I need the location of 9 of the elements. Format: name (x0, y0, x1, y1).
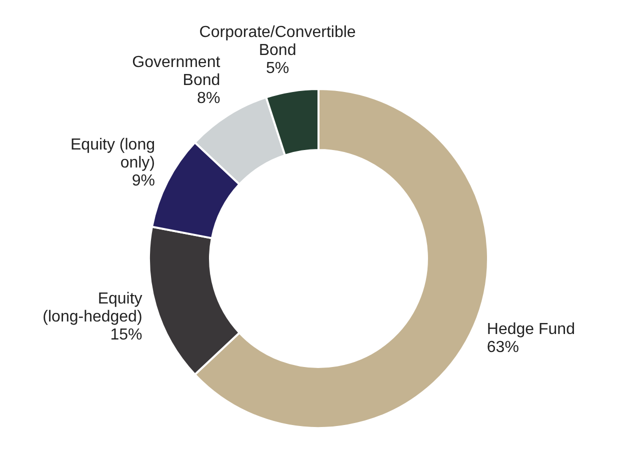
data-label: 8% (197, 90, 220, 108)
data-label: 5% (266, 60, 290, 77)
data-label: 9% (132, 172, 155, 190)
slice-label: Equity (long only) (70, 136, 155, 172)
data-label: 15% (110, 326, 142, 344)
slice-label: Hedge Fund (486, 320, 575, 338)
data-label: 63% (486, 338, 519, 356)
slice-label: Government Bond (132, 54, 221, 90)
slice-label: Equity (long-hedged) (42, 290, 142, 326)
